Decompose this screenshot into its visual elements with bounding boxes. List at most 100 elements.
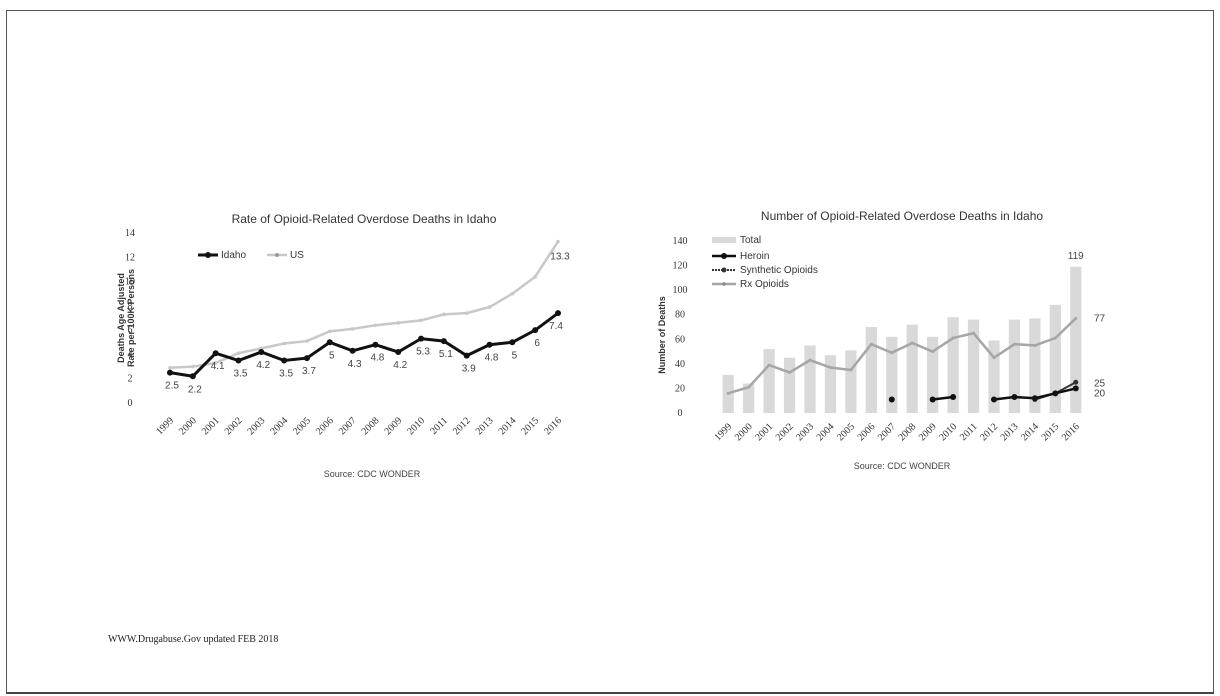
- point-idaho: [509, 339, 516, 346]
- chart-title: Rate of Opioid-Related Overdose Deaths i…: [232, 212, 497, 226]
- x-tick-label: 2006: [314, 415, 336, 437]
- y-tick-label: 100: [673, 285, 688, 296]
- legend-marker-rx-opioids: [722, 282, 726, 286]
- point-heroin: [929, 396, 936, 403]
- chart-source: Source: CDC WONDER: [324, 469, 421, 479]
- x-tick-label: 1999: [154, 415, 176, 437]
- bar-total: [1008, 319, 1021, 413]
- bar-total: [1070, 266, 1082, 413]
- point-idaho: [440, 338, 447, 345]
- x-tick-label: 2013: [474, 415, 496, 437]
- idaho-deaths-count-chart-svg: Number of Opioid-Related Overdose Deaths…: [657, 209, 1106, 471]
- x-tick-label: 2014: [497, 415, 519, 437]
- data-label-idaho: 5.3: [416, 347, 430, 358]
- point-rx-opioids: [869, 342, 873, 346]
- bar-total: [988, 340, 1000, 413]
- x-tick-label: 2012: [451, 415, 473, 437]
- data-label-idaho: 6: [534, 338, 540, 349]
- data-label-synthetic-opioids: 25: [1094, 378, 1106, 389]
- x-tick-label: 2016: [1060, 421, 1082, 443]
- x-tick-label: 2012: [978, 421, 1000, 443]
- data-label-us: 13.3: [550, 252, 570, 263]
- x-tick-label: 2008: [896, 421, 918, 443]
- legend-label-rx-opioids: Rx Opioids: [740, 279, 789, 290]
- data-label-rx-opioids: 77: [1094, 313, 1106, 324]
- idaho-rate-chart-svg: Rate of Opioid-Related Overdose Deaths i…: [116, 212, 570, 479]
- point-rx-opioids: [1033, 343, 1037, 347]
- point-us: [442, 312, 446, 317]
- x-tick-label: 2004: [815, 421, 837, 443]
- x-tick-label: 2014: [1019, 421, 1041, 443]
- point-rx-opioids: [828, 366, 832, 370]
- data-label-heroin: 20: [1094, 388, 1106, 399]
- point-us: [236, 351, 241, 356]
- data-label-idaho: 3.5: [234, 369, 248, 380]
- point-rx-opioids: [747, 385, 751, 389]
- x-tick-label: 2001: [200, 415, 222, 437]
- y-tick-label: 60: [675, 334, 685, 345]
- idaho-deaths-count-chart: Number of Opioid-Related Overdose Deaths…: [650, 205, 1120, 485]
- chart-source: Source: CDC WONDER: [854, 461, 951, 471]
- series-line-rx-opioids: [727, 317, 1077, 395]
- point-us: [373, 323, 378, 328]
- data-label-idaho: 4.1: [211, 361, 225, 372]
- point-rx-opioids: [788, 370, 792, 374]
- bar-total: [947, 317, 959, 413]
- x-tick-label: 2006: [856, 421, 878, 443]
- data-label-idaho: 5.1: [439, 349, 453, 360]
- y-tick-label: 80: [675, 310, 685, 321]
- idaho-rate-chart: Rate of Opioid-Related Overdose Deaths i…: [110, 205, 580, 485]
- point-us: [533, 274, 537, 279]
- point-rx-opioids: [910, 341, 914, 345]
- point-heroin: [1052, 390, 1059, 397]
- point-idaho: [167, 369, 173, 376]
- point-rx-opioids: [1053, 336, 1057, 340]
- data-label-idaho: 4.3: [348, 359, 362, 370]
- data-label-idaho: 4.8: [370, 353, 384, 364]
- bar-total: [1029, 318, 1041, 413]
- point-idaho: [463, 352, 470, 359]
- x-tick-label: 2005: [291, 415, 313, 437]
- x-tick-label: 2011: [428, 415, 450, 437]
- legend-marker-idaho: [205, 252, 211, 258]
- y-tick-label: 40: [675, 359, 685, 370]
- x-tick-label: 2007: [337, 415, 359, 437]
- x-tick-label: 2009: [382, 415, 404, 437]
- y-tick-label: 4: [128, 349, 133, 360]
- x-tick-label: 2010: [405, 415, 427, 437]
- point-heroin: [888, 396, 895, 403]
- bar-total: [927, 336, 939, 413]
- point-rx-opioids: [951, 336, 955, 340]
- x-tick-label: 2002: [774, 421, 796, 443]
- data-label-idaho: 2.5: [165, 381, 179, 392]
- series-line-us: [169, 240, 560, 370]
- x-tick-label: 2000: [733, 421, 755, 443]
- legend-marker-synthetic-opioids: [721, 267, 727, 273]
- point-us: [168, 365, 172, 370]
- x-tick-label: 2003: [245, 415, 267, 437]
- point-heroin: [1031, 395, 1038, 402]
- point-heroin: [1072, 385, 1079, 392]
- page-frame: [6, 10, 1214, 694]
- x-tick-label: 2004: [268, 415, 290, 437]
- bar-total: [967, 319, 980, 413]
- point-rx-opioids: [992, 356, 996, 360]
- point-us: [327, 329, 332, 334]
- bar-total: [845, 350, 857, 413]
- chart-title: Number of Opioid-Related Overdose Deaths…: [761, 209, 1043, 223]
- y-tick-label: 14: [125, 228, 135, 239]
- y-tick-label: 140: [673, 236, 688, 247]
- point-heroin: [991, 396, 997, 403]
- bar-total: [783, 357, 796, 413]
- x-tick-label: 2007: [876, 421, 898, 443]
- point-us: [350, 327, 355, 331]
- x-tick-label: 2016: [542, 415, 564, 437]
- point-us: [396, 321, 401, 325]
- x-tick-label: 2008: [360, 415, 382, 437]
- y-tick-label: 0: [128, 398, 133, 409]
- x-tick-label: 2001: [753, 421, 775, 443]
- x-tick-label: 2015: [519, 415, 541, 437]
- bar-total: [763, 349, 775, 413]
- data-label-idaho: 5: [512, 350, 518, 361]
- point-idaho: [486, 341, 493, 348]
